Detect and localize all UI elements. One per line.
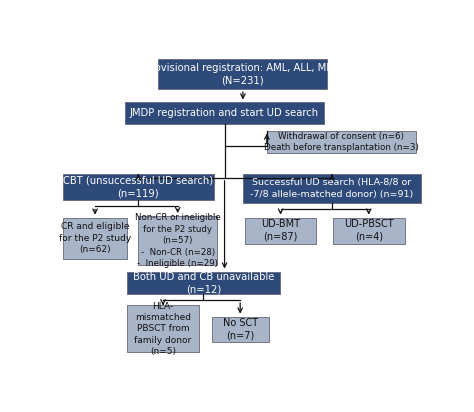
FancyBboxPatch shape <box>138 216 217 265</box>
FancyBboxPatch shape <box>212 316 269 342</box>
FancyBboxPatch shape <box>333 218 405 243</box>
Text: Withdrawal of consent (n=6)
Death before transplantation (n=3): Withdrawal of consent (n=6) Death before… <box>264 132 419 152</box>
Text: No SCT
(n=7): No SCT (n=7) <box>223 318 258 341</box>
Text: CBT (unsuccessful UD search)
(n=119): CBT (unsuccessful UD search) (n=119) <box>63 176 213 199</box>
Text: HLA-
mismatched
PBSCT from
family donor
(n=5): HLA- mismatched PBSCT from family donor … <box>135 302 191 356</box>
Text: Both UD and CB unavailable
(n=12): Both UD and CB unavailable (n=12) <box>133 272 274 294</box>
Text: JMDP registration and start UD search: JMDP registration and start UD search <box>130 108 319 118</box>
FancyBboxPatch shape <box>267 131 416 154</box>
Text: CR and eligible
for the P2 study
(n=62): CR and eligible for the P2 study (n=62) <box>59 222 131 254</box>
FancyBboxPatch shape <box>158 59 328 89</box>
FancyBboxPatch shape <box>243 174 421 203</box>
FancyBboxPatch shape <box>127 272 280 294</box>
Text: Non-CR or ineligible
for the P2 study
(n=57)
-  Non-CR (n=28)
-  Ineligible (n=2: Non-CR or ineligible for the P2 study (n… <box>135 213 220 268</box>
Text: Successful UD search (HLA-8/8 or
-7/8 allele-matched donor) (n=91): Successful UD search (HLA-8/8 or -7/8 al… <box>250 178 414 199</box>
Text: UD-BMT
(n=87): UD-BMT (n=87) <box>261 219 300 242</box>
FancyBboxPatch shape <box>63 174 213 200</box>
Text: UD-PBSCT
(n=4): UD-PBSCT (n=4) <box>344 219 393 242</box>
FancyBboxPatch shape <box>125 103 324 124</box>
FancyBboxPatch shape <box>127 305 199 352</box>
FancyBboxPatch shape <box>245 218 316 243</box>
FancyBboxPatch shape <box>63 218 127 259</box>
Text: Provisional registration: AML, ALL, MDS
(N=231): Provisional registration: AML, ALL, MDS … <box>146 63 340 85</box>
